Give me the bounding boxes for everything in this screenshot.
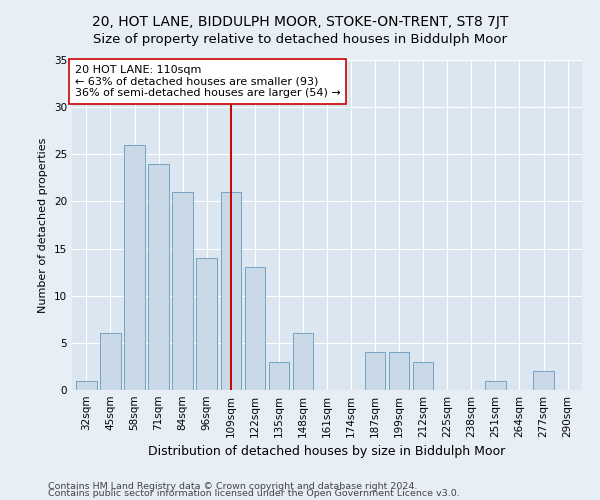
Bar — [365, 352, 385, 390]
X-axis label: Distribution of detached houses by size in Biddulph Moor: Distribution of detached houses by size … — [148, 446, 506, 458]
Bar — [245, 268, 265, 390]
Text: 20, HOT LANE, BIDDULPH MOOR, STOKE-ON-TRENT, ST8 7JT: 20, HOT LANE, BIDDULPH MOOR, STOKE-ON-TR… — [92, 15, 508, 29]
Text: Contains public sector information licensed under the Open Government Licence v3: Contains public sector information licen… — [48, 490, 460, 498]
Bar — [413, 362, 433, 390]
Bar — [76, 380, 97, 390]
Bar — [196, 258, 217, 390]
Text: Size of property relative to detached houses in Biddulph Moor: Size of property relative to detached ho… — [93, 32, 507, 46]
Bar — [124, 145, 145, 390]
Text: 20 HOT LANE: 110sqm
← 63% of detached houses are smaller (93)
36% of semi-detach: 20 HOT LANE: 110sqm ← 63% of detached ho… — [74, 65, 340, 98]
Bar — [100, 334, 121, 390]
Bar — [148, 164, 169, 390]
Bar — [269, 362, 289, 390]
Bar — [485, 380, 506, 390]
Bar — [293, 334, 313, 390]
Bar — [389, 352, 409, 390]
Bar — [221, 192, 241, 390]
Text: Contains HM Land Registry data © Crown copyright and database right 2024.: Contains HM Land Registry data © Crown c… — [48, 482, 418, 491]
Bar — [533, 371, 554, 390]
Bar — [172, 192, 193, 390]
Y-axis label: Number of detached properties: Number of detached properties — [38, 138, 49, 312]
